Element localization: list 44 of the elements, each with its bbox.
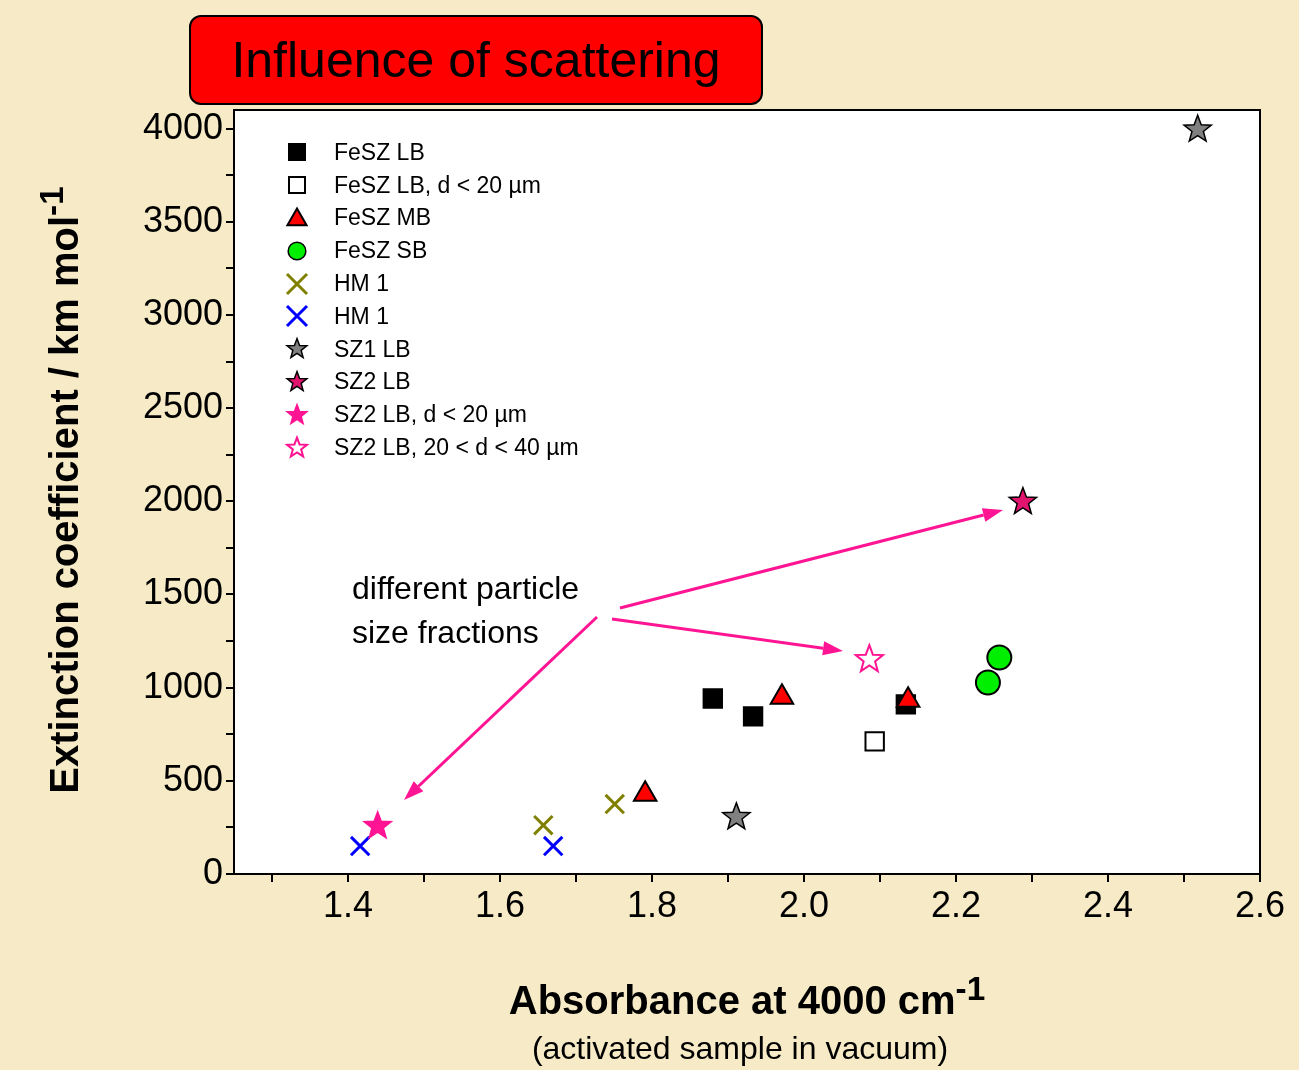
text: (activated sample in vacuum) [531, 1030, 949, 1067]
point [986, 644, 1013, 671]
point [702, 688, 723, 709]
annotation: different particle size fractions [352, 569, 581, 652]
legend-label: SZ2 LB, 20 < d < 40 µm [334, 434, 579, 462]
y-tick-label: 0 [202, 850, 223, 892]
point [1183, 114, 1213, 142]
point [722, 802, 751, 830]
point [363, 811, 392, 839]
y-tick-label: 2000 [142, 478, 223, 520]
point [542, 835, 564, 857]
x-tick-label: 1.6 [474, 883, 526, 925]
y-tick-label: 1500 [142, 571, 223, 613]
x-tick-label: 2.0 [778, 883, 830, 925]
chart-title: Influence of scattering [189, 15, 763, 105]
y-tick-label: 3000 [142, 291, 223, 333]
y-tick-label: 2500 [142, 385, 223, 427]
point [532, 814, 555, 836]
legend-label: FeSZ LB, d < 20 µm [334, 171, 541, 199]
y-tick-label: 3500 [142, 198, 223, 240]
legend-label: SZ2 LB, d < 20 µm [334, 401, 527, 429]
legend-label: FeSZ LB [334, 138, 425, 166]
x-tick-label: 2.6 [1234, 883, 1286, 925]
y-tick-label: 1000 [142, 664, 223, 706]
point [742, 706, 764, 727]
point [349, 835, 371, 857]
x-tick-label: 1.4 [322, 883, 374, 925]
legend-label: SZ2 LB [334, 368, 411, 396]
x-tick-label: 1.8 [626, 883, 678, 925]
x-axis-title: Absorbance at 4000 cm$^{-1}$ [508, 970, 986, 1024]
legend-label: FeSZ MB [334, 204, 432, 232]
point [604, 793, 626, 815]
point [864, 731, 885, 752]
legend-label: HM 1 [334, 302, 389, 330]
legend-label: HM 1 [334, 270, 389, 298]
point [1008, 486, 1038, 515]
legend-label: SZ1 LB [334, 335, 411, 363]
legend-label: FeSZ SB [334, 237, 428, 265]
x-tick-label: 2.2 [930, 883, 982, 925]
x-tick-label: 2.4 [1082, 883, 1134, 925]
y-tick-label: 500 [162, 757, 223, 799]
point [854, 644, 884, 673]
y-tick-label: 4000 [142, 105, 223, 147]
point [974, 669, 1001, 696]
